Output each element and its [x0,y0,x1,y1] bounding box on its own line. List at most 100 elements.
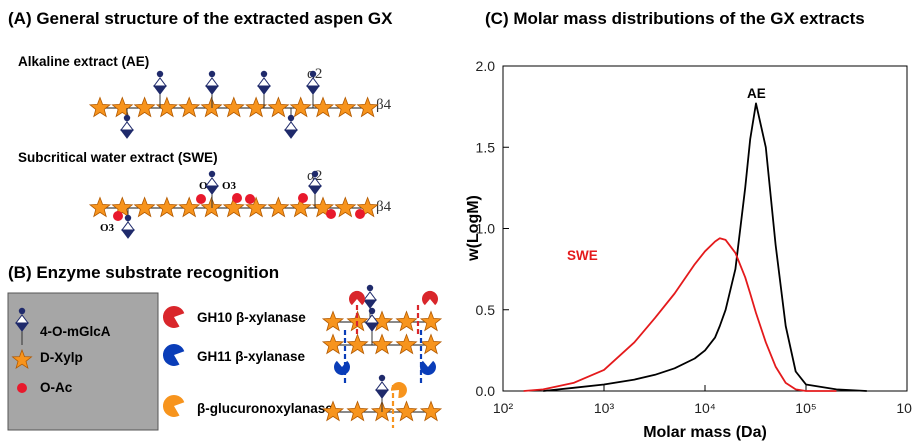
o-acetyl [355,209,365,219]
x-tick-label: 10⁵ [795,400,816,416]
glca-top [284,121,298,131]
xylose-star [334,196,357,218]
enzyme-icon [420,360,436,376]
glca-top [257,77,271,87]
xylose-star [334,96,357,118]
glca-dot [156,70,164,78]
o-acetyl [196,194,206,204]
glca-dot [124,214,132,222]
series-line [543,102,867,392]
glca-dot [287,114,295,122]
series-line [523,237,837,392]
y-tick-label: 0.5 [476,302,496,318]
enzyme-icon [422,290,439,306]
xylose-star [356,96,379,118]
oac-position: O3 [222,180,237,192]
glca-top [375,381,389,391]
chart-title: (C) Molar mass distributions of the GX e… [485,9,865,28]
xylose-star [346,400,369,422]
o-acetyl [113,211,123,221]
enzyme-icon [162,343,185,366]
xylose-star [370,333,394,355]
y-tick-label: 0.0 [476,383,496,399]
annotation: AE [747,86,766,101]
glca-bottom [363,299,377,309]
xylose-star [321,310,345,332]
xylose-star [321,333,345,355]
xylose-star [155,96,178,118]
panel-b-title: (B) Enzyme substrate recognition [8,263,279,282]
glca-bottom [153,85,167,95]
glca-dot [208,170,216,178]
xylose-star [267,196,290,218]
enzyme-label: GH11 β-xylanase [197,349,306,364]
legend-text: D-Xylp [40,350,83,365]
xylose-star [245,196,268,218]
legend-box [7,292,159,431]
o-acetyl [326,209,336,219]
xylose-star [395,400,418,422]
xylose-star [289,96,312,118]
glca-dot [378,374,386,382]
xylose-star [321,400,345,422]
xylose-star [346,333,369,355]
legend-text: 4-O-mGlcA [40,324,111,339]
xylose-star [88,196,112,218]
linkage-label: β4 [376,199,392,215]
glca-dot [260,70,268,78]
annotation: SWE [567,248,598,263]
xylose-star [267,96,290,118]
glca-bottom [375,389,389,399]
glca-bottom [308,185,322,195]
xylose-star [395,310,418,332]
o-acetyl [245,194,255,204]
xylose-star [133,96,156,118]
swe-label: Subcritical water extract (SWE) [18,150,218,165]
y-axis-label: w(LogM) [465,195,482,262]
xylose-star [419,310,443,332]
glca-dot [368,307,376,315]
glca-dot [18,307,26,315]
enzyme-icon [334,360,351,376]
glca-bottom [306,85,320,95]
enzyme-label: β-glucuronoxylanase [197,401,333,416]
glca-bottom [284,129,298,139]
glca-bottom [121,229,135,239]
glca-top [120,121,134,131]
xylose-star [419,400,443,422]
glca-dot [123,114,131,122]
xylose-star [311,96,335,118]
panel-a-title: (A) General structure of the extracted a… [8,9,393,28]
xylose-star [222,196,245,218]
plot-frame [502,65,908,392]
glca-dot [311,170,319,178]
glca-bottom [15,322,29,332]
xylose-star [222,96,245,118]
glca-top [121,221,135,231]
x-tick-label: 10⁶ [896,400,912,416]
o-acetyl [17,383,27,393]
glca-bottom [205,185,219,195]
xylose-star [395,333,418,355]
enzyme-icon [349,290,366,306]
enzyme-label: GH10 β-xylanase [197,310,306,325]
glca-top [363,291,377,301]
glca-bottom [257,85,271,95]
xylose-star [133,196,156,218]
xylose-star [289,196,312,218]
glca-dot [366,284,374,292]
glca-top [205,77,219,87]
x-axis-label: Molar mass (Da) [643,424,767,441]
glca-top [153,77,167,87]
xylose-star [245,96,268,118]
enzyme-icon [162,394,185,417]
o-acetyl [298,193,308,203]
xylose-star [419,333,443,355]
xylose-star [11,348,33,370]
xylose-star [111,196,134,218]
xylose-star [155,196,178,218]
glca-bottom [365,322,379,332]
x-tick-label: 10³ [594,400,615,416]
x-tick-label: 10⁴ [694,400,716,416]
